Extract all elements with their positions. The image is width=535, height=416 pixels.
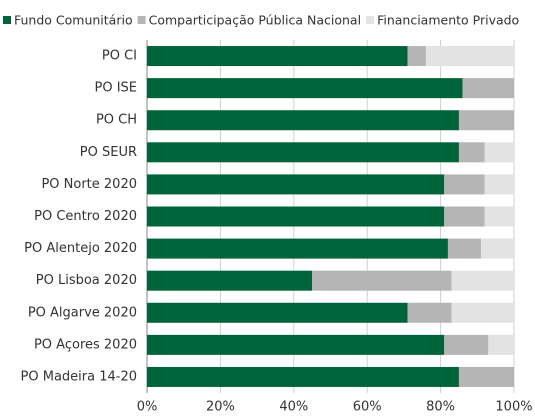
y-tick-label: PO Norte 2020 [41,177,137,192]
bar-segment [147,302,408,323]
y-tick-label: PO Algarve 2020 [28,305,137,320]
y-tick-label: PO ISE [94,81,137,96]
y-tick-label: PO SEUR [80,145,137,160]
y-tick-label: PO Açores 2020 [34,337,137,352]
x-tick-label: 40% [279,400,308,415]
bar-segment [444,174,485,195]
bar-segment [444,334,489,355]
bar-segment [147,270,313,291]
bar-segment [458,142,485,163]
y-tick-label: PO Lisboa 2020 [36,273,137,288]
y-tick-label: PO Alentejo 2020 [24,241,137,256]
y-tick-label: PO CH [96,113,137,128]
bar-segment [447,238,481,259]
y-tick-label: PO CI [102,49,137,64]
bar-segment [147,174,445,195]
bar-segment [462,78,514,99]
bar-segment [458,110,514,131]
bar-segment [458,366,514,387]
bar-segment [480,238,514,259]
bar-segment [147,366,459,387]
y-tick-label: PO Centro 2020 [34,209,137,224]
bar-segment [425,46,514,67]
bar-segment [312,270,452,291]
legend-swatch [3,16,11,24]
bar-segment [147,78,463,99]
bar-segment [407,46,426,67]
bar-segment [451,302,514,323]
x-tick-label: 0% [137,400,158,415]
legend-label: Fundo Comunitário [14,13,133,28]
bar-segment [484,206,514,227]
bar-segment [488,334,514,355]
x-tick-label: 80% [426,400,455,415]
bar-segment [451,270,514,291]
bar-segment [444,206,485,227]
legend-swatch [366,16,375,24]
bar-segment [147,206,445,227]
bar-segment [147,142,459,163]
legend-label: Financiamento Privado [377,13,519,28]
bar-segment [147,238,448,259]
x-tick-label: 100% [495,400,532,415]
legend-swatch [137,16,146,24]
bar-segment [147,46,408,67]
x-tick-label: 20% [206,400,235,415]
bar-segment [147,110,459,131]
bar-segment [484,142,514,163]
y-tick-label: PO Madeira 14-20 [21,369,137,384]
bar-segment [147,334,445,355]
bar-segment [484,174,514,195]
bar-segment [407,302,452,323]
x-tick-label: 60% [353,400,382,415]
legend-label: Comparticipação Pública Nacional [149,13,361,28]
